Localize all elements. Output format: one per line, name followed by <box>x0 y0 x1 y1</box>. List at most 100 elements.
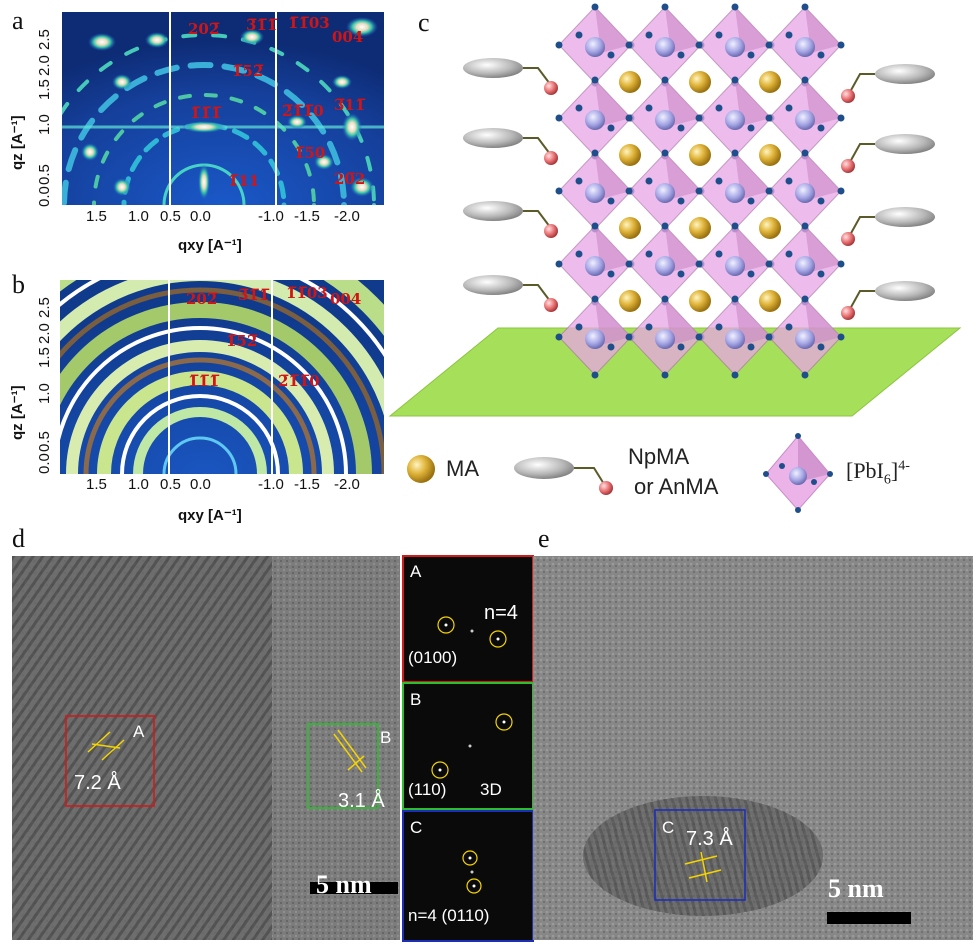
ma-cation <box>689 71 711 93</box>
iodide-atom <box>625 41 633 49</box>
iodide-atom <box>817 270 825 278</box>
iodide-atom <box>837 333 845 341</box>
y-tick-label: 0.0 <box>36 453 53 474</box>
iodide-atom <box>747 197 755 205</box>
iodide-atom <box>715 323 723 331</box>
ma-cation <box>689 290 711 312</box>
region-a-letter: A <box>133 722 145 741</box>
y-tick-label: 1.5 <box>36 79 53 100</box>
reflection-label: 004 <box>332 28 364 46</box>
panel-label-a: a <box>12 6 24 35</box>
y-tick-label: 2.5 <box>36 297 53 318</box>
iodide-atom <box>731 76 739 84</box>
fft-a-n: n=4 <box>484 602 518 624</box>
x-tick-label: 0.5 <box>160 208 181 225</box>
iodide-atom <box>695 333 703 341</box>
iodide-atom <box>661 295 669 303</box>
legend-ma-ball <box>407 455 435 483</box>
iodide-atom <box>801 3 809 11</box>
iodide-atom <box>801 149 809 157</box>
iodide-atom <box>731 149 739 157</box>
fft-c-index: n=4 (0110) <box>408 906 490 925</box>
ma-cation <box>619 217 641 239</box>
y-tick-label: 2.0 <box>36 323 53 344</box>
iodide-atom <box>591 371 599 379</box>
iodide-atom <box>817 124 825 132</box>
iodide-atom <box>785 177 793 185</box>
iodide-atom <box>731 295 739 303</box>
octahedra-layers <box>555 3 845 379</box>
spacer-cation-right <box>841 281 935 320</box>
iodide-atom <box>715 31 723 39</box>
hrtem-image-d <box>12 556 400 940</box>
octahedron <box>695 3 775 87</box>
reflection-label: 1̅1̅03 <box>286 284 328 302</box>
iodide-atom <box>677 197 685 205</box>
x-tick-label: 1.0 <box>128 208 149 225</box>
iodide-atom <box>677 51 685 59</box>
iodide-atom <box>661 371 669 379</box>
legend-octahedron-icon <box>763 433 833 513</box>
y-tick-label: 2.5 <box>36 29 53 50</box>
y-tick-label: 0.0 <box>36 186 53 207</box>
octahedron <box>555 76 635 160</box>
iodide-atom <box>625 114 633 122</box>
ma-cation <box>759 144 781 166</box>
gixd-pattern-a <box>62 12 384 205</box>
fft-spots <box>437 616 507 648</box>
spacer-cation-right <box>841 207 935 246</box>
iodide-atom <box>625 333 633 341</box>
ma-cation <box>689 144 711 166</box>
iodide-atom <box>555 333 563 341</box>
reflection-label: 004 <box>330 290 362 308</box>
iodide-atom <box>591 222 599 230</box>
iodide-atom <box>695 260 703 268</box>
iodide-atom <box>591 149 599 157</box>
legend-octahedron-label: [PbI6]4- <box>846 458 910 488</box>
iodide-atom <box>837 187 845 195</box>
reflection-label: 202̅ <box>188 20 220 38</box>
x-tick-label: -2.0 <box>334 208 360 225</box>
x-tick-label: 0.0 <box>190 208 211 225</box>
iodide-atom <box>607 124 615 132</box>
octahedron <box>555 222 635 306</box>
region-b-letter: B <box>380 728 392 747</box>
fft-c-letter: C <box>410 818 423 837</box>
x-tick-label: -2.0 <box>334 476 360 493</box>
fft-inset-a <box>402 555 534 683</box>
octahedron <box>695 222 775 306</box>
ma-cation <box>619 290 641 312</box>
reflection-label: 1̅1̅1̅ <box>188 372 220 390</box>
octahedron <box>555 295 635 379</box>
reflection-label: 1̅50 <box>294 144 326 162</box>
iodide-atom <box>801 76 809 84</box>
y-axis-label: qz [A⁻¹] <box>9 115 26 170</box>
x-axis-label: qxy [A⁻¹] <box>178 507 242 524</box>
x-axis-label: qxy [A⁻¹] <box>178 237 242 254</box>
fft-spots <box>462 850 482 894</box>
region-a-spacing: 7.2 Å <box>74 772 121 794</box>
spacer-cations <box>463 58 935 320</box>
gixd-pattern-b <box>60 280 384 474</box>
iodide-atom <box>645 177 653 185</box>
panel-label-b: b <box>12 270 25 299</box>
iodide-atom <box>695 41 703 49</box>
iodide-atom <box>661 76 669 84</box>
octahedron <box>555 149 635 233</box>
iodide-atom <box>661 222 669 230</box>
y-tick-label: 1.5 <box>36 347 53 368</box>
y-axis-label: qz [A⁻¹] <box>9 385 26 440</box>
legend-ma-label: MA <box>446 456 479 481</box>
iodide-atom <box>731 3 739 11</box>
octahedron <box>765 149 845 233</box>
iodide-atom <box>785 31 793 39</box>
fft-b-phase: 3D <box>480 780 502 799</box>
spacer-cation-right <box>841 64 935 103</box>
ma-cation <box>619 144 641 166</box>
iodide-atom <box>555 41 563 49</box>
octahedron <box>765 222 845 306</box>
iodide-atom <box>731 371 739 379</box>
iodide-atom <box>715 250 723 258</box>
iodide-atom <box>765 114 773 122</box>
iodide-atom <box>837 260 845 268</box>
